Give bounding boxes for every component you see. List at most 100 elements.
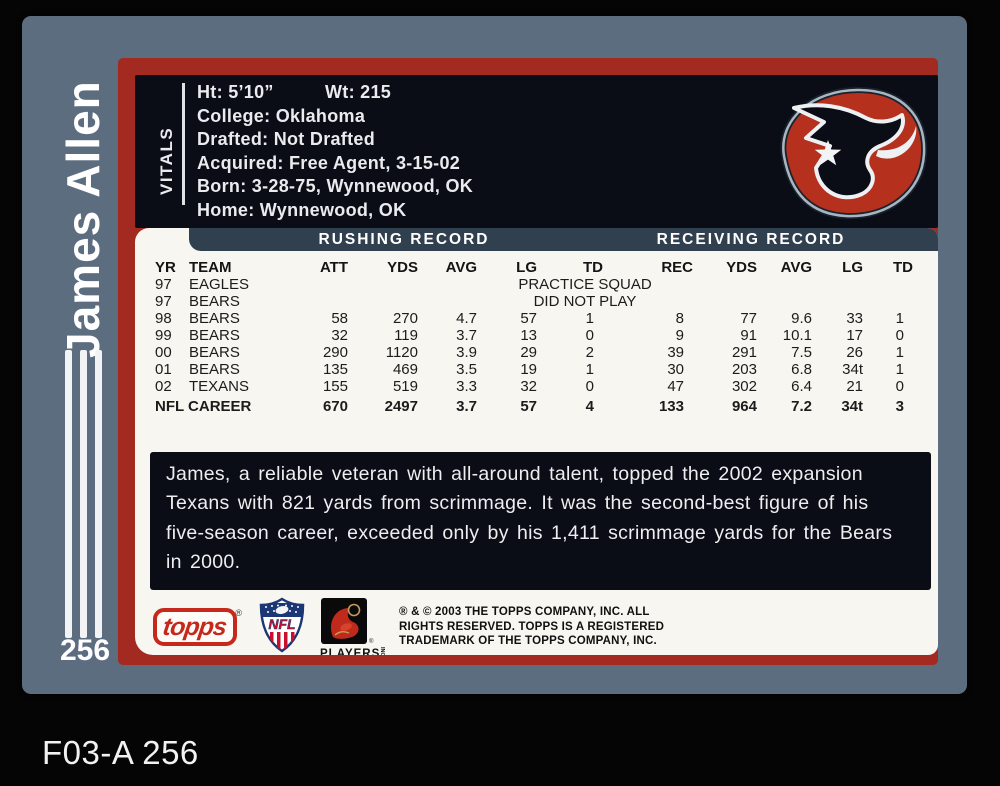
player-name: James Allen [57, 80, 109, 358]
stat-cell: 10.1 [782, 327, 812, 344]
stat-cell: 00 [155, 344, 172, 361]
stat-cell: 1120 [385, 344, 418, 361]
catalog-code: F03-A 256 [42, 734, 199, 771]
stat-cell: 34t [841, 398, 863, 415]
vitals-divider [182, 83, 185, 205]
stat-cell: 1 [585, 310, 594, 327]
stat-cell-empty [693, 276, 757, 293]
stats-header-row: YR TEAM ATT YDS AVG LG TD REC YDS AVG LG… [155, 258, 913, 276]
stat-cell: 26 [846, 344, 863, 361]
description-box: James, a reliable veteran with all-aroun… [150, 452, 931, 590]
col-header: TD [583, 259, 603, 276]
vitals-text: Ht: 5’10” Wt: 215 College: Oklahoma Draft… [197, 81, 473, 223]
stat-cell: 57 [520, 398, 537, 415]
col-header: YDS [726, 259, 757, 276]
stat-cell: 9 [675, 327, 684, 344]
col-header: LG [842, 259, 863, 276]
stat-cell: 6.8 [791, 361, 812, 378]
col-header: AVG [445, 259, 477, 276]
stat-cell-empty [812, 293, 863, 310]
col-header: REC [661, 259, 693, 276]
nfl-logo-text: NFL [268, 616, 295, 632]
stat-cell: 3.3 [456, 378, 477, 395]
stat-cell: BEARS [189, 344, 240, 361]
stat-cell-empty [757, 276, 812, 293]
copyright-text: ® & © 2003 THE TOPPS COMPANY, INC. ALL R… [399, 605, 664, 649]
stat-cell: 3.5 [456, 361, 477, 378]
stat-cell: 9.6 [791, 310, 812, 327]
stat-cell: 47 [667, 378, 684, 395]
stat-cell: 3.9 [456, 344, 477, 361]
stat-cell: 7.2 [791, 398, 812, 415]
stat-cell: EAGLES [189, 276, 250, 293]
stat-cell: 135 [322, 361, 348, 378]
stat-cell: 964 [731, 398, 757, 415]
col-header: AVG [780, 259, 812, 276]
stat-cell: 91 [740, 327, 757, 344]
col-header: ATT [319, 259, 348, 276]
stat-cell: 19 [520, 361, 537, 378]
topps-registered-mark: ® [235, 608, 242, 618]
stat-cell: 519 [392, 378, 418, 395]
stat-cell: BEARS [189, 361, 240, 378]
stats-panel: RUSHING RECORD RECEIVING RECORD YR TEAM … [135, 228, 938, 655]
players-registered-mark: ® [369, 638, 374, 645]
players-inc-text: INC [379, 647, 385, 655]
stats-row: 97 EAGLES PRACTICE SQUAD [155, 276, 913, 293]
copyright-line: TRADEMARK OF THE TOPPS COMPANY, INC. [399, 635, 657, 648]
stat-cell: 670 [322, 398, 348, 415]
stat-cell: 21 [846, 378, 863, 395]
stat-cell: 469 [392, 361, 418, 378]
stat-cell: 133 [658, 398, 684, 415]
stat-cell: 77 [740, 310, 757, 327]
nfl-shield-icon: NFL [259, 597, 305, 653]
stats-row: 01 BEARS 135 469 3.5 19 1 30 203 6.8 34t… [155, 361, 913, 378]
stat-cell: BEARS [189, 293, 240, 310]
stat-cell: 1 [895, 310, 904, 327]
stat-cell: 8 [675, 310, 684, 327]
stat-cell: 99 [155, 327, 172, 344]
stat-cell: 2 [585, 344, 594, 361]
vitals-label: VITALS [157, 126, 176, 195]
stat-cell: 291 [731, 344, 757, 361]
stat-cell: TEXANS [189, 378, 250, 395]
stats-row: 02 TEXANS 155 519 3.3 32 0 47 302 6.4 21… [155, 378, 913, 395]
stat-cell: NFL CAREER [155, 398, 252, 415]
stat-cell: 01 [155, 361, 172, 378]
vitals-line-ht-wt: Ht: 5’10” Wt: 215 [197, 81, 473, 105]
stat-cell-empty [812, 276, 863, 293]
stat-cell: 302 [731, 378, 757, 395]
vitals-line: Acquired: Free Agent, 3-15-02 [197, 152, 461, 173]
stat-cell: 155 [322, 378, 348, 395]
stat-cell: 0 [585, 327, 594, 344]
card-number: 256 [59, 634, 111, 667]
stat-cell-empty [297, 276, 348, 293]
stat-cell-empty [418, 293, 477, 310]
stat-cell-empty [348, 276, 418, 293]
stat-cell: 13 [520, 327, 537, 344]
stat-cell-empty [863, 276, 913, 293]
stat-cell: 32 [331, 327, 348, 344]
receiving-record-title: RECEIVING RECORD [656, 231, 846, 248]
stat-cell: 97 [155, 293, 172, 310]
stats-row: 99 BEARS 32 119 3.7 13 0 9 91 10.1 17 0 [155, 327, 913, 344]
texans-bull-logo-icon [780, 86, 928, 220]
stats-row: 97 BEARS DID NOT PLAY [155, 293, 913, 310]
stat-cell: 0 [585, 378, 594, 395]
vitals-line: Drafted: Not Drafted [197, 129, 376, 150]
vitals-line: College: Oklahoma [197, 105, 366, 126]
vitals-box: VITALS Ht: 5’10” Wt: 215 College: Oklahom… [135, 75, 938, 228]
stat-cell-empty [418, 276, 477, 293]
topps-logo-text: topps [161, 613, 229, 641]
stat-cell-empty [348, 293, 418, 310]
stat-cell: 2497 [384, 398, 418, 415]
stat-cell: 290 [322, 344, 348, 361]
stat-cell: 29 [520, 344, 537, 361]
vitals-line: Home: Wynnewood, OK [197, 199, 407, 220]
stat-note: DID NOT PLAY [533, 293, 637, 310]
description-text: James, a reliable veteran with all-aroun… [166, 463, 893, 574]
trading-card-back: James Allen 256 VITALS Ht: 5’10” Wt: 215 … [22, 16, 967, 694]
copyright-line: RIGHTS RESERVED. TOPPS IS A REGISTERED [399, 620, 665, 633]
players-logo-text: PLAYERS [320, 648, 380, 655]
records-band: RUSHING RECORD RECEIVING RECORD [189, 228, 938, 251]
